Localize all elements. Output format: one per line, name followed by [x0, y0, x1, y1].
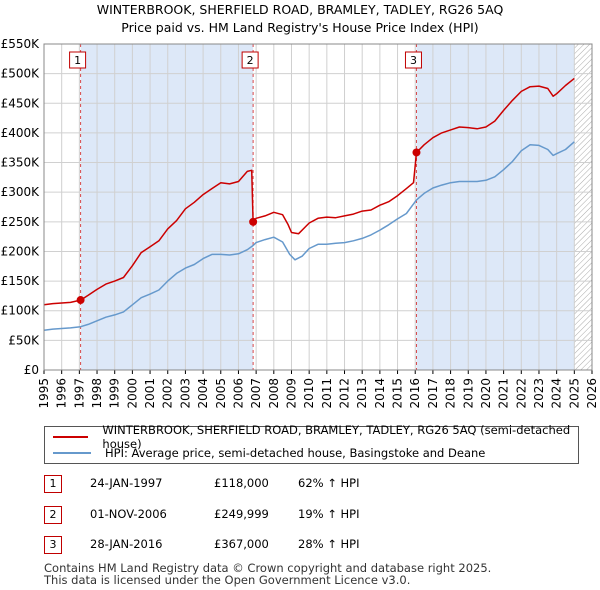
x-tick-label: 2009: [284, 378, 298, 409]
y-tick-label: £50K: [8, 333, 40, 347]
x-tick-label: 2013: [355, 378, 369, 409]
x-tick-label: 2016: [408, 378, 422, 409]
sale-badge: 3: [44, 536, 62, 554]
shaded-span: [80, 44, 254, 370]
y-tick-label: £0: [24, 363, 39, 377]
sale-hpi-change: 19% ↑ HPI: [298, 507, 360, 521]
y-tick-label: £150K: [1, 274, 41, 288]
legend-swatch-property: [53, 436, 89, 438]
sale-price: £118,000: [214, 476, 269, 490]
legend: WINTERBROOK, SHERFIELD ROAD, BRAMLEY, TA…: [44, 423, 579, 464]
sale-point: [249, 217, 258, 226]
x-tick-label: 2004: [196, 378, 210, 409]
sale-badge: 1: [44, 475, 62, 493]
legend-label-property: WINTERBROOK, SHERFIELD ROAD, BRAMLEY, TA…: [102, 423, 571, 451]
sale-price: £367,000: [214, 537, 269, 551]
legend-item-hpi: HPI: Average price, semi-detached house,…: [53, 445, 485, 461]
y-tick-label: £300K: [1, 185, 41, 199]
x-tick-label: 2012: [338, 378, 352, 409]
sale-marker-label: 2: [247, 54, 254, 67]
x-tick-label: 1998: [90, 378, 104, 409]
y-tick-label: £250K: [1, 215, 41, 229]
x-tick-label: 2000: [125, 378, 139, 409]
sale-hpi-change: 28% ↑ HPI: [298, 537, 360, 551]
x-tick-label: 2008: [267, 378, 281, 409]
sale-row: 3 28-JAN-2016 £367,000 28% ↑ HPI: [44, 536, 584, 556]
x-tick-label: 2023: [532, 378, 546, 409]
x-tick-label: 2002: [161, 378, 175, 409]
x-tick-label: 2017: [426, 378, 440, 409]
x-tick-label: 2021: [497, 378, 511, 409]
plot-frame: [43, 43, 593, 371]
chart-title: WINTERBROOK, SHERFIELD ROAD, BRAMLEY, TA…: [96, 2, 504, 17]
sale-hpi-change: 62% ↑ HPI: [298, 476, 360, 490]
x-tick-label: 2007: [249, 378, 263, 409]
sale-row: 1 24-JAN-1997 £118,000 62% ↑ HPI: [44, 475, 584, 495]
x-tick-label: 1995: [37, 378, 51, 409]
chart-subtitle: Price paid vs. HM Land Registry's House …: [121, 20, 479, 35]
sale-point: [76, 296, 85, 305]
legend-label-hpi: HPI: Average price, semi-detached house,…: [105, 446, 486, 460]
y-tick-label: £100K: [1, 304, 41, 318]
x-tick-label: 2024: [550, 378, 564, 409]
x-tick-label: 2015: [391, 378, 405, 409]
y-tick-label: £350K: [1, 156, 41, 170]
legend-item-property: WINTERBROOK, SHERFIELD ROAD, BRAMLEY, TA…: [53, 423, 578, 451]
x-tick-label: 2019: [461, 378, 475, 409]
shaded-span: [416, 44, 575, 370]
sale-date: 24-JAN-1997: [90, 476, 163, 490]
x-tick-label: 2003: [178, 378, 192, 409]
y-tick-label: £550K: [1, 37, 41, 51]
x-tick-label: 2020: [479, 378, 493, 409]
x-tick-label: 2022: [514, 378, 528, 409]
x-tick-label: 2026: [585, 378, 599, 409]
y-tick-label: £500K: [1, 67, 41, 81]
legend-swatch-hpi: [53, 452, 91, 454]
sale-badge: 2: [44, 506, 62, 524]
sale-marker-box: [69, 51, 87, 69]
x-tick-label: 2025: [567, 378, 581, 409]
y-tick-label: £450K: [1, 96, 41, 110]
y-tick-label: £200K: [1, 244, 41, 258]
x-tick-label: 1997: [72, 378, 86, 409]
x-tick-label: 2014: [373, 378, 387, 409]
x-tick-label: 2010: [302, 378, 316, 409]
price-chart: 1 2 3 £0 £50K £100K £150K £200K £250K £300K £350K…: [1, 37, 599, 409]
future-hatch: [574, 44, 592, 370]
x-tick-label: 2005: [214, 378, 228, 409]
x-tick-label: 1996: [55, 378, 69, 409]
footer-copyright: Contains HM Land Registry data © Crown c…: [44, 561, 492, 575]
sale-marker-box: [241, 51, 259, 69]
footer-license: This data is licensed under the Open Gov…: [44, 573, 411, 587]
sale-date: 01-NOV-2006: [90, 507, 167, 521]
sale-row: 2 01-NOV-2006 £249,999 19% ↑ HPI: [44, 506, 584, 526]
x-tick-label: 2001: [143, 378, 157, 409]
sale-point: [412, 148, 421, 157]
sale-marker-box: [404, 51, 422, 69]
x-tick-label: 2011: [320, 378, 334, 409]
series-line-hpi: [43, 141, 575, 332]
series-line-property: [43, 77, 575, 306]
x-tick-label: 2006: [231, 378, 245, 409]
sale-marker-label: 1: [74, 54, 81, 67]
sale-marker-label: 3: [410, 54, 417, 67]
sale-date: 28-JAN-2016: [90, 537, 163, 551]
x-tick-label: 1999: [108, 378, 122, 409]
y-tick-label: £400K: [1, 126, 41, 140]
x-tick-label: 2018: [444, 378, 458, 409]
sale-price: £249,999: [214, 507, 269, 521]
